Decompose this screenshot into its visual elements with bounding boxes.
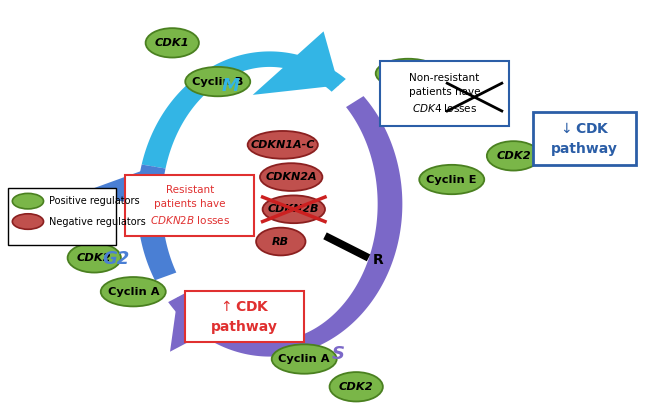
Text: G1: G1	[382, 95, 409, 113]
Text: CDK1: CDK1	[155, 38, 190, 48]
Text: Cyclin B: Cyclin B	[192, 77, 244, 86]
Ellipse shape	[330, 372, 383, 401]
Text: Cyclin E: Cyclin E	[426, 175, 477, 184]
FancyBboxPatch shape	[125, 175, 254, 236]
Ellipse shape	[185, 67, 250, 96]
Ellipse shape	[376, 59, 441, 88]
Ellipse shape	[248, 131, 318, 159]
Text: Resistant
patients have
$\it{CDKN2B}$ losses: Resistant patients have $\it{CDKN2B}$ lo…	[150, 185, 230, 226]
Ellipse shape	[146, 28, 199, 58]
Text: CDKN1A-C: CDKN1A-C	[250, 140, 315, 150]
Polygon shape	[78, 166, 197, 214]
Text: CDKN2A: CDKN2A	[265, 172, 317, 182]
PathPatch shape	[137, 164, 176, 280]
Ellipse shape	[263, 195, 325, 223]
Text: R: R	[373, 253, 384, 267]
Text: Positive regulators: Positive regulators	[49, 196, 140, 206]
Ellipse shape	[101, 277, 166, 306]
FancyBboxPatch shape	[533, 112, 636, 165]
FancyBboxPatch shape	[185, 291, 304, 342]
Ellipse shape	[68, 243, 121, 273]
Text: Negative regulators: Negative regulators	[49, 217, 146, 226]
PathPatch shape	[142, 51, 346, 169]
Text: Cyclin A: Cyclin A	[107, 287, 159, 297]
Text: Cyclin D: Cyclin D	[382, 69, 434, 78]
PathPatch shape	[168, 96, 402, 357]
Text: $\uparrow$CDK
pathway: $\uparrow$CDK pathway	[211, 299, 278, 334]
Ellipse shape	[260, 163, 322, 191]
Text: CDKN2B: CDKN2B	[268, 204, 320, 214]
Text: Cyclin A: Cyclin A	[278, 354, 330, 364]
Text: $\downarrow$CDK
pathway: $\downarrow$CDK pathway	[551, 122, 617, 155]
Ellipse shape	[445, 82, 504, 112]
Ellipse shape	[487, 141, 540, 171]
Text: CDK2: CDK2	[496, 151, 531, 161]
Ellipse shape	[272, 344, 337, 374]
Text: Non-resistant
patients have
$\it{CDK4}$ losses: Non-resistant patients have $\it{CDK4}$ …	[409, 73, 480, 114]
Ellipse shape	[256, 228, 306, 255]
FancyBboxPatch shape	[380, 61, 509, 126]
Polygon shape	[253, 31, 339, 95]
Ellipse shape	[419, 165, 484, 194]
Text: S: S	[332, 345, 344, 363]
Ellipse shape	[12, 193, 44, 209]
Ellipse shape	[12, 214, 44, 229]
FancyBboxPatch shape	[8, 188, 116, 245]
Text: G2: G2	[102, 250, 129, 268]
Polygon shape	[170, 297, 265, 352]
Text: CDK4/6: CDK4/6	[451, 92, 498, 102]
Text: M: M	[222, 77, 240, 95]
Text: RB: RB	[272, 237, 289, 246]
Text: CDK2: CDK2	[77, 253, 112, 263]
Text: CDK2: CDK2	[339, 382, 374, 392]
